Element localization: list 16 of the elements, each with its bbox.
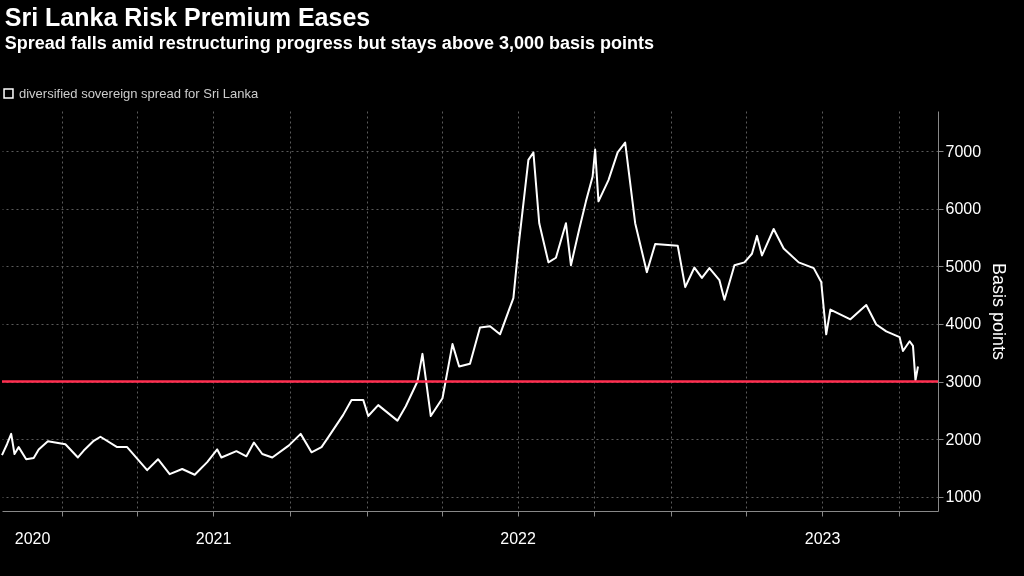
y-tick-label: 6000 (945, 200, 982, 218)
y-tick-label: 4000 (945, 315, 982, 333)
x-tick-label: 2021 (195, 529, 232, 547)
y-tick-label: 2000 (945, 430, 982, 448)
y-tick-label: 1000 (945, 488, 982, 506)
y-axis-title: Basis points (989, 262, 1010, 361)
line-series (1, 141, 919, 476)
x-tick-label: 2023 (804, 529, 841, 547)
chart-subtitle: Spread falls amid restructuring progress but stays above 3,000 basis points (4, 33, 654, 53)
y-tick-label: 5000 (945, 257, 982, 275)
x-tick-label: 2020 (14, 529, 51, 547)
y-tick-label: 3000 (945, 373, 982, 390)
chart-title: Sri Lanka Risk Premium Eases (4, 3, 371, 31)
y-tick-label: 7000 (945, 142, 982, 160)
legend-label: diversified sovereign spread for Sri Lanka (19, 85, 259, 101)
x-tick-label: 2022 (500, 529, 536, 547)
